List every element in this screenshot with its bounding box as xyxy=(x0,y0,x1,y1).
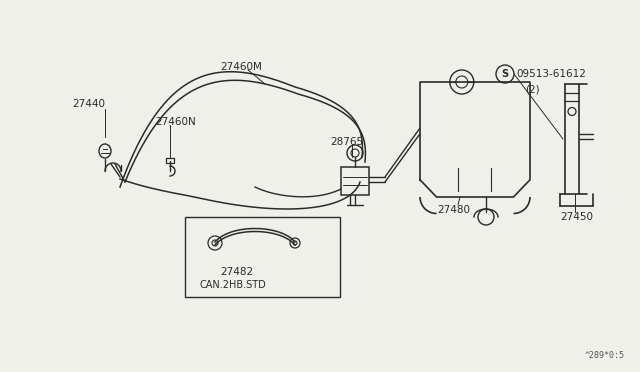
Text: ^289*0:5: ^289*0:5 xyxy=(585,351,625,360)
Text: 27440: 27440 xyxy=(72,99,105,109)
Text: 27460M: 27460M xyxy=(220,62,262,72)
Text: 27460N: 27460N xyxy=(155,117,196,127)
Text: 27482: 27482 xyxy=(220,267,253,277)
Bar xyxy=(166,158,174,163)
Text: 27480: 27480 xyxy=(437,205,470,215)
Text: CAN.2HB.STD: CAN.2HB.STD xyxy=(200,280,267,290)
Text: 27450: 27450 xyxy=(560,212,593,222)
Text: S: S xyxy=(501,69,509,79)
Text: 28765: 28765 xyxy=(330,137,363,147)
Bar xyxy=(185,217,340,297)
Bar xyxy=(341,167,369,195)
Text: 09513-61612: 09513-61612 xyxy=(516,69,586,79)
Text: (2): (2) xyxy=(525,84,540,94)
